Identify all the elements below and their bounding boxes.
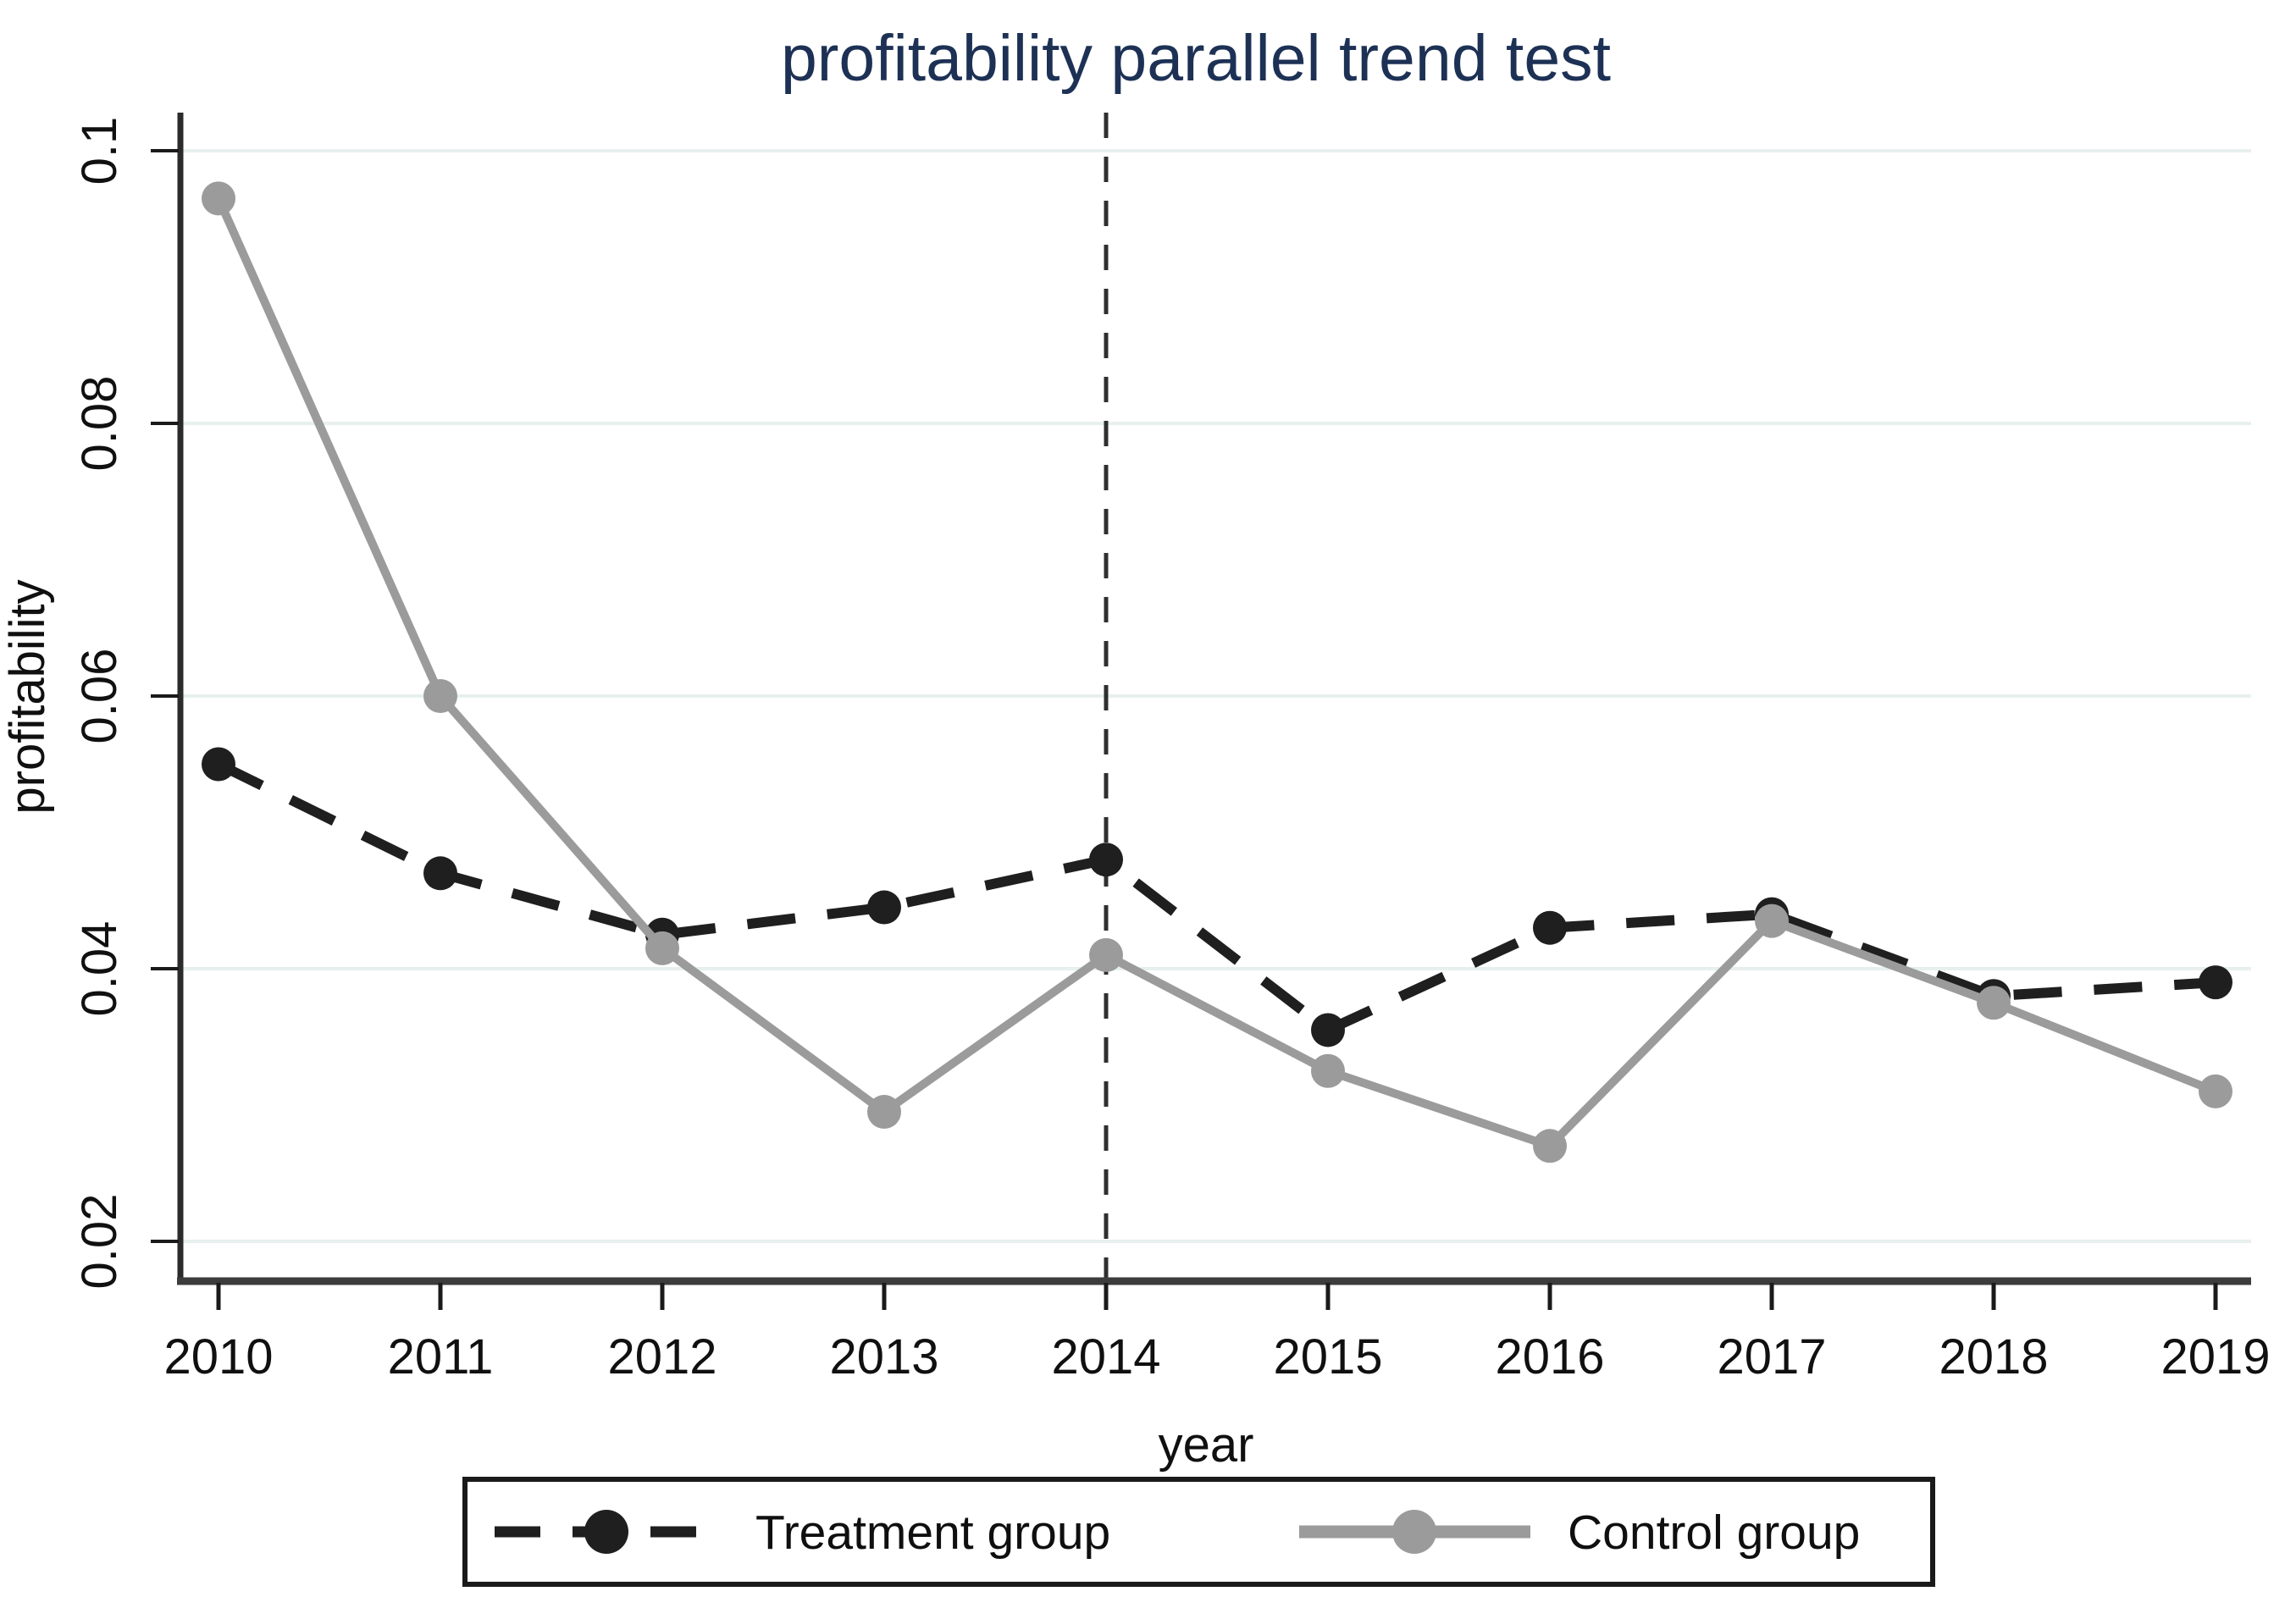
y-tick-label: 0.1 bbox=[72, 117, 127, 185]
legend-label-control: Control group bbox=[1568, 1506, 1860, 1560]
data-point-marker bbox=[1533, 910, 1567, 945]
x-axis-title: year bbox=[1159, 1417, 1254, 1473]
x-tick-label: 2015 bbox=[1273, 1329, 1382, 1384]
legend-entries: Treatment group Control group bbox=[495, 1506, 1860, 1560]
series-line-control bbox=[214, 196, 2217, 1152]
data-point-marker bbox=[645, 931, 679, 965]
gridlines bbox=[180, 149, 2251, 1243]
data-point-marker bbox=[1089, 937, 1123, 972]
x-tick-label: 2014 bbox=[1051, 1329, 1160, 1384]
data-point-marker bbox=[1089, 843, 1123, 877]
y-tick-label: 0.08 bbox=[72, 376, 127, 472]
y-tick-labels: 0.1 0.08 0.06 0.04 0.02 bbox=[72, 117, 127, 1290]
data-point-marker bbox=[867, 1095, 901, 1130]
x-tick-labels: 2010 2011 2012 2013 2014 2015 2016 2017 2018 2019 bbox=[163, 1329, 2270, 1384]
legend-label-treatment: Treatment group bbox=[755, 1506, 1110, 1560]
data-point-marker bbox=[202, 747, 235, 782]
y-axis-title: profitability bbox=[0, 579, 55, 814]
x-tick-label: 2012 bbox=[607, 1329, 716, 1384]
x-tick-label: 2017 bbox=[1717, 1329, 1826, 1384]
x-tick-label: 2016 bbox=[1495, 1329, 1604, 1384]
legend-sample-marker-treatment bbox=[584, 1510, 628, 1554]
x-tick-label: 2018 bbox=[1939, 1329, 2048, 1384]
x-tick-label: 2011 bbox=[388, 1329, 494, 1384]
data-point-marker bbox=[1311, 1013, 1345, 1047]
data-point-marker bbox=[423, 856, 457, 891]
series-treatment-group bbox=[202, 747, 2232, 1047]
data-point-marker bbox=[202, 181, 235, 216]
data-point-marker bbox=[2199, 1074, 2232, 1108]
axes bbox=[177, 113, 2251, 1285]
data-point-marker bbox=[1533, 1129, 1567, 1163]
x-ticks bbox=[216, 1283, 2218, 1310]
series-line-treatment bbox=[216, 760, 2216, 1036]
data-point-marker bbox=[2199, 965, 2232, 1000]
y-ticks bbox=[151, 149, 179, 1243]
y-tick-label: 0.04 bbox=[72, 921, 127, 1017]
series-control-group bbox=[202, 181, 2232, 1163]
data-point-marker bbox=[1977, 986, 2011, 1020]
data-point-marker bbox=[1311, 1053, 1345, 1088]
data-point-marker bbox=[423, 679, 457, 713]
y-tick-label: 0.02 bbox=[72, 1194, 127, 1290]
chart-title: profitability parallel trend test bbox=[781, 22, 1611, 95]
x-tick-label: 2013 bbox=[829, 1329, 938, 1384]
legend-box bbox=[462, 1477, 1935, 1587]
data-point-marker bbox=[867, 890, 901, 925]
legend: Treatment group Control group bbox=[462, 1477, 1935, 1587]
legend-sample-marker-control bbox=[1392, 1510, 1436, 1554]
data-point-marker bbox=[1755, 903, 1789, 938]
x-tick-label: 2019 bbox=[2160, 1329, 2270, 1384]
x-tick-label: 2010 bbox=[163, 1329, 273, 1384]
y-tick-label: 0.06 bbox=[72, 649, 127, 744]
